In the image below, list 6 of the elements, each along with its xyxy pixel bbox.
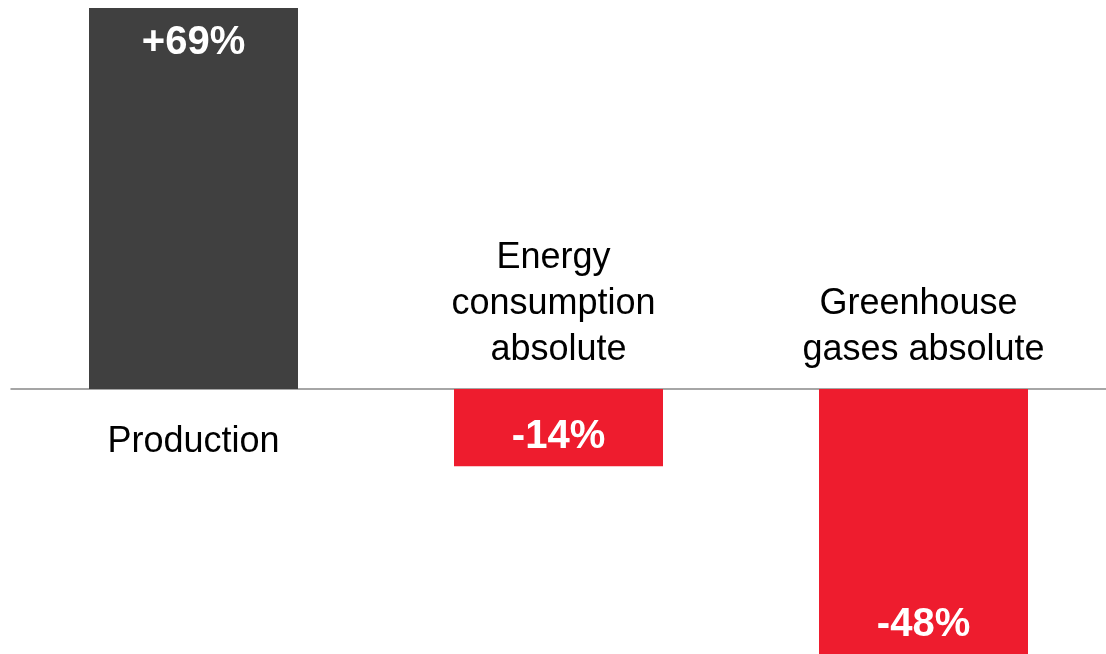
x-tick-label: Energy consumption absolute xyxy=(451,235,666,369)
x-tick-label: Greenhouse gases absolute xyxy=(802,281,1045,369)
x-tick-label: Production xyxy=(107,419,280,461)
data-label: +69% xyxy=(141,18,246,62)
data-label: -48% xyxy=(876,600,971,644)
data-label: -14% xyxy=(511,412,606,457)
